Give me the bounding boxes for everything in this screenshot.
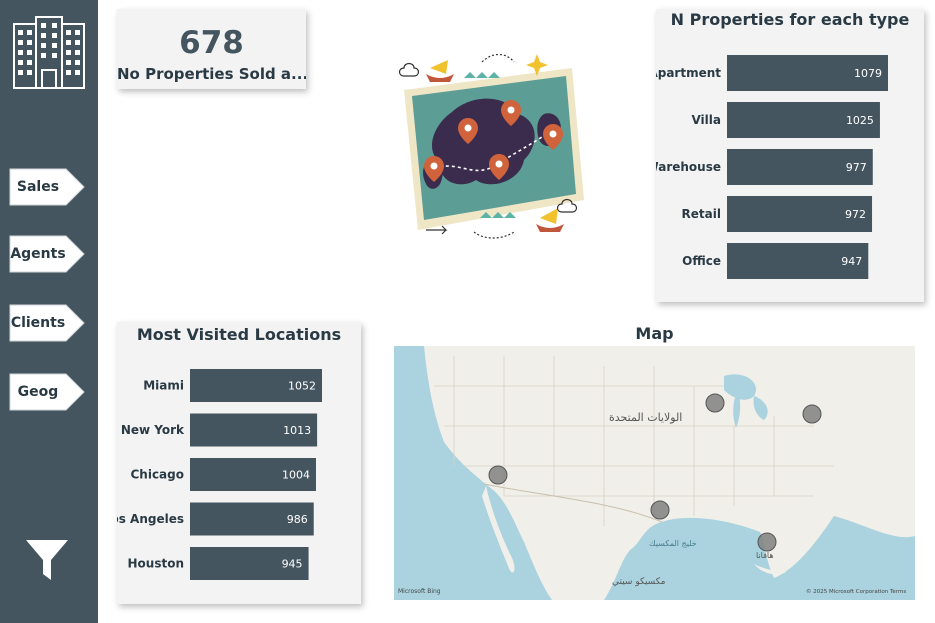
category-label: Houston: [128, 557, 185, 571]
nav-sales-button[interactable]: Sales: [9, 168, 85, 206]
bar[interactable]: [190, 458, 316, 491]
category-label: Retail: [682, 207, 721, 221]
nav-arrow-shape: [9, 373, 85, 411]
lake-superior: [724, 374, 756, 400]
property-types-chart: Apartment 1079 Villa 1025 Warehouse 977 Retail…: [656, 55, 888, 279]
nav-clients-button[interactable]: Clients: [9, 304, 85, 342]
locations-card: Most Visited Locations Miami 1052 New York…: [117, 322, 361, 604]
kpi-value: 678: [179, 25, 244, 61]
bar[interactable]: [727, 149, 873, 185]
building-icon: [13, 16, 85, 89]
category-label: Apartment: [656, 66, 721, 80]
map-bubble-new-york[interactable]: [802, 404, 822, 424]
nav-arrow-shape: [9, 304, 85, 342]
nav-agents-button[interactable]: Agents: [9, 235, 85, 273]
bar[interactable]: [727, 102, 880, 138]
map-illustration: [398, 53, 584, 239]
map-provider: Microsoft Bing: [398, 588, 441, 595]
map-bubble-houston[interactable]: [650, 500, 670, 520]
nav-geog-label: Geog: [17, 384, 59, 400]
sidebar: Sales Agents Clients Geog: [0, 0, 98, 623]
country-label: الولايات المتحدة: [609, 411, 682, 424]
map-visual[interactable]: الولايات المتحدة خليج المكسيك مكسيكو سيت…: [394, 346, 915, 600]
havana-label: هافانا: [756, 551, 774, 560]
category-label: Villa: [691, 113, 721, 127]
category-label: Office: [682, 254, 721, 268]
data-label: 1079: [854, 67, 882, 80]
nav-geog-button[interactable]: Geog: [9, 373, 85, 411]
nav-arrow-shape: [9, 235, 85, 273]
bar[interactable]: [190, 547, 309, 580]
us-mexico-border: [483, 483, 663, 523]
map-canvas: الولايات المتحدة خليج المكسيك مكسيكو سيت…: [394, 346, 915, 600]
bar[interactable]: [727, 243, 869, 279]
data-label: 1025: [846, 114, 874, 127]
bar[interactable]: [190, 502, 314, 536]
kpi-card: 678 No Properties Sold a...: [117, 9, 306, 89]
category-label: Chicago: [130, 468, 184, 482]
data-label: 945: [282, 558, 303, 571]
gulf-label: خليج المكسيك: [649, 539, 697, 548]
bar[interactable]: [727, 196, 873, 232]
nav-sales-label: Sales: [16, 179, 60, 195]
data-label: 1004: [282, 469, 310, 482]
data-label: 947: [841, 255, 862, 268]
nav-agents-label: Agents: [10, 246, 66, 262]
funnel-icon[interactable]: [24, 538, 70, 582]
property-types-card: N Properties for each type Apartment 1079…: [656, 9, 924, 302]
nav-arrow-shape: [9, 168, 85, 206]
map-bubble-los-angeles[interactable]: [488, 465, 508, 485]
lake-michigan: [733, 390, 741, 428]
map-title: Map: [635, 324, 674, 343]
bar[interactable]: [190, 413, 318, 447]
lake-huron: [753, 396, 768, 420]
land-mass: [394, 346, 915, 600]
category-label: New York: [121, 423, 185, 437]
bar[interactable]: [727, 55, 888, 91]
category-label: Los Angeles: [117, 512, 184, 526]
mexico-city-label: مكسيكو سيتي: [612, 577, 666, 587]
map-attribution: © 2025 Microsoft Corporation Terms: [806, 588, 906, 595]
nav-clients-label: Clients: [10, 315, 66, 331]
category-label: Warehouse: [656, 160, 721, 174]
data-label: 972: [845, 208, 866, 221]
data-label: 977: [846, 161, 867, 174]
chart-title: N Properties for each type: [670, 10, 910, 29]
kpi-label: No Properties Sold a...: [117, 65, 306, 83]
baja-peninsula: [482, 486, 515, 573]
bar[interactable]: [190, 369, 322, 402]
data-label: 1013: [283, 424, 311, 437]
cuba: [754, 564, 786, 575]
data-label: 1052: [288, 380, 316, 393]
chart-title: Most Visited Locations: [136, 325, 342, 344]
map-bubble-miami[interactable]: [757, 532, 777, 552]
locations-chart: Miami 1052 New York 1013 Chicago 1004 Los Ange…: [117, 369, 322, 580]
category-label: Miami: [143, 379, 184, 393]
data-label: 986: [287, 513, 308, 526]
map-bubble-chicago[interactable]: [705, 393, 725, 413]
